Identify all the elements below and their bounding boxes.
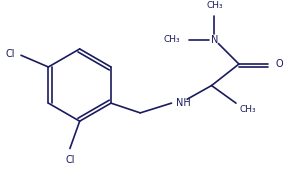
- Text: Cl: Cl: [65, 155, 75, 165]
- Text: CH₃: CH₃: [240, 105, 257, 114]
- Text: O: O: [275, 59, 283, 69]
- Text: CH₃: CH₃: [206, 1, 223, 10]
- Text: CH₃: CH₃: [164, 35, 180, 44]
- Text: N: N: [211, 35, 218, 45]
- Text: NH: NH: [176, 98, 191, 108]
- Text: Cl: Cl: [6, 49, 15, 59]
